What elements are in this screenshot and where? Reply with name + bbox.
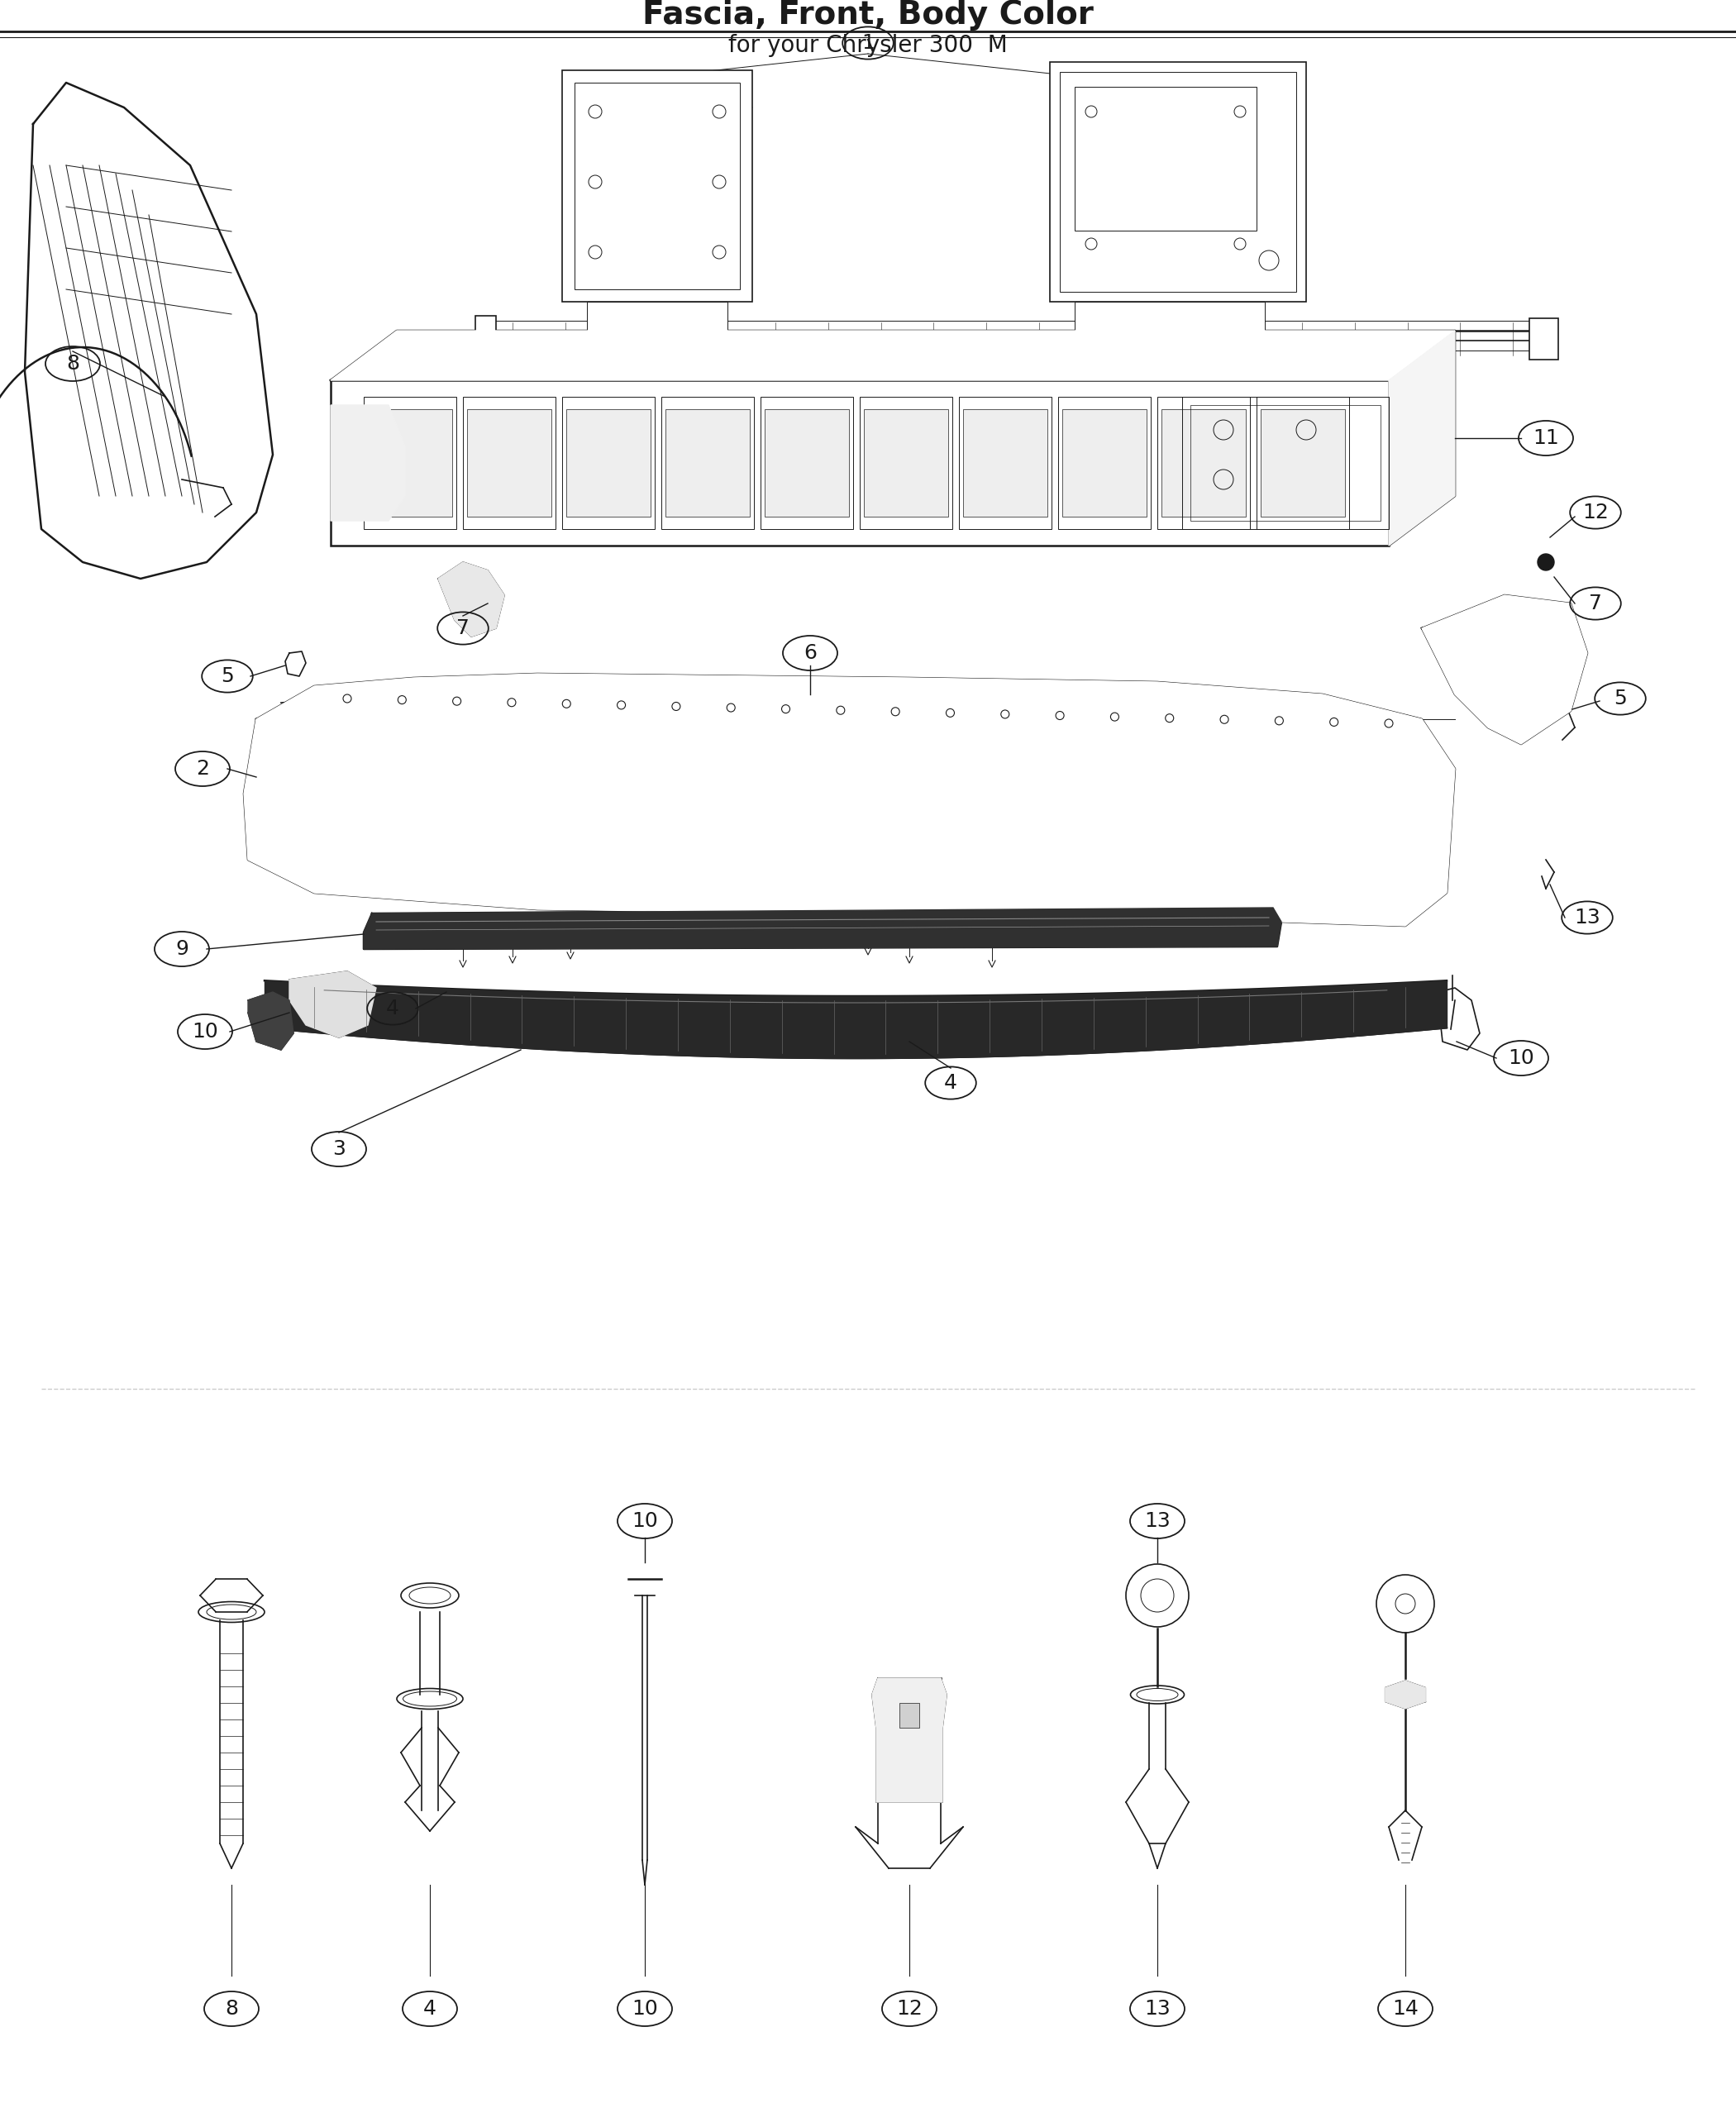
Bar (562, 70, 752, 301)
Polygon shape (1422, 594, 1587, 744)
Polygon shape (1385, 1680, 1425, 1710)
Polygon shape (871, 1678, 946, 1802)
Bar (1161, 409, 1246, 516)
Bar (464, 396, 556, 529)
Polygon shape (248, 993, 293, 1050)
Bar (476, 316, 496, 360)
Text: 10: 10 (632, 1998, 658, 2019)
Text: 7: 7 (457, 618, 469, 639)
Bar (1059, 396, 1151, 529)
Text: 13: 13 (1144, 1511, 1170, 1530)
Bar (958, 396, 1052, 529)
Text: 13: 13 (1575, 909, 1601, 928)
Text: 4: 4 (944, 1073, 957, 1092)
Polygon shape (290, 972, 377, 1037)
Text: 4: 4 (385, 999, 399, 1018)
Bar (1062, 409, 1146, 516)
Bar (665, 409, 750, 516)
Text: 8: 8 (226, 1998, 238, 2019)
Text: 14: 14 (1392, 1998, 1418, 2019)
Text: 11: 11 (1533, 428, 1559, 449)
Polygon shape (330, 405, 404, 521)
Bar (764, 409, 849, 516)
Text: 10: 10 (193, 1022, 219, 1041)
Bar (1075, 86, 1257, 230)
Bar (365, 396, 457, 529)
Bar (1257, 396, 1349, 529)
Text: 4: 4 (424, 1998, 436, 2019)
Bar (865, 409, 948, 516)
Bar (566, 409, 651, 516)
Bar (562, 396, 654, 529)
Bar (1075, 301, 1266, 375)
Bar (1529, 318, 1559, 360)
Text: 5: 5 (1614, 689, 1627, 708)
Text: 10: 10 (632, 1511, 658, 1530)
Text: 7: 7 (1588, 594, 1602, 613)
Bar (368, 409, 451, 516)
Bar (330, 379, 1389, 546)
Text: 5: 5 (220, 666, 234, 685)
Text: 12: 12 (1581, 502, 1609, 523)
Bar (1260, 409, 1345, 516)
Bar (899, 1703, 920, 1729)
Text: 12: 12 (896, 1998, 922, 2019)
Text: 9: 9 (175, 938, 189, 959)
Text: Fascia, Front, Body Color: Fascia, Front, Body Color (642, 0, 1094, 32)
Bar (1050, 61, 1305, 301)
Bar (467, 409, 552, 516)
Text: 13: 13 (1144, 1998, 1170, 2019)
Text: 6: 6 (804, 643, 816, 664)
Polygon shape (437, 563, 503, 637)
Text: 1: 1 (861, 34, 875, 53)
Bar (1158, 396, 1250, 529)
Bar (575, 82, 740, 289)
Text: 2: 2 (196, 759, 208, 778)
Polygon shape (330, 331, 1455, 379)
Polygon shape (365, 909, 1281, 949)
Text: 8: 8 (66, 354, 80, 373)
Polygon shape (1389, 331, 1455, 546)
Bar (963, 409, 1047, 516)
Bar (1182, 396, 1389, 529)
Polygon shape (243, 675, 1455, 925)
Bar (1059, 72, 1297, 291)
Bar (587, 301, 727, 369)
Bar (859, 396, 953, 529)
Bar (661, 396, 753, 529)
Bar (1191, 405, 1380, 521)
Text: 10: 10 (1509, 1048, 1535, 1069)
Circle shape (1538, 554, 1554, 571)
Text: 3: 3 (332, 1138, 345, 1159)
Bar (760, 396, 852, 529)
Text: for your Chrysler 300  M: for your Chrysler 300 M (729, 34, 1007, 57)
